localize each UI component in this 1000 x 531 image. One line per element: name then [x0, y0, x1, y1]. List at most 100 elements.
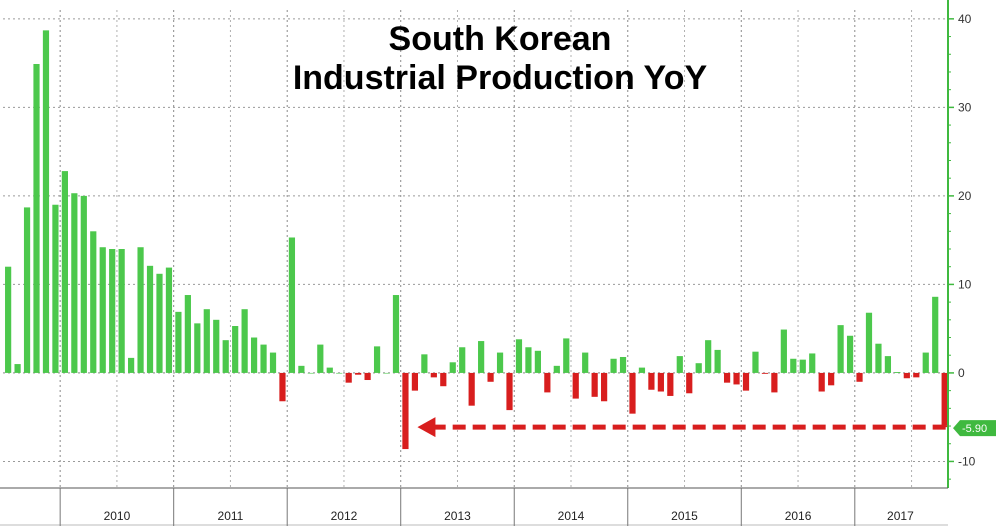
y-tick-label: 10 — [958, 277, 972, 291]
bar — [298, 365, 305, 373]
bar — [903, 372, 910, 379]
bar — [695, 363, 702, 373]
bar — [109, 249, 116, 373]
bar — [478, 341, 485, 373]
bar — [544, 372, 551, 393]
y-tick-label: 20 — [958, 189, 972, 203]
bar — [128, 357, 135, 373]
bar — [23, 207, 31, 373]
bar — [941, 372, 948, 426]
bar — [525, 347, 532, 373]
bar — [818, 372, 825, 392]
bar — [90, 231, 97, 373]
arrow-head — [417, 417, 436, 438]
bar — [184, 295, 191, 373]
bar — [676, 356, 683, 373]
bar — [392, 295, 400, 373]
bar — [591, 372, 598, 397]
bar — [307, 372, 314, 374]
gridlines — [3, 10, 946, 488]
chart-title-line-1: South Korean — [389, 20, 612, 58]
bar — [894, 372, 901, 373]
bar — [846, 335, 854, 373]
bar — [260, 344, 267, 373]
bar — [932, 296, 939, 373]
bar — [165, 267, 173, 373]
bar — [213, 319, 220, 373]
bar — [733, 372, 740, 385]
bar — [99, 247, 106, 373]
bar — [402, 372, 409, 450]
x-tick-label: 2013 — [444, 509, 471, 523]
bar — [506, 372, 513, 411]
bar — [629, 372, 636, 414]
bar — [856, 372, 863, 382]
bar — [288, 237, 296, 373]
bar — [194, 323, 201, 373]
bar — [865, 312, 873, 373]
bar — [156, 273, 163, 373]
bar — [771, 372, 778, 393]
bar — [610, 358, 617, 373]
last-value-label: -5.90 — [962, 423, 987, 435]
bar — [913, 372, 920, 378]
bar — [5, 266, 12, 373]
bar — [582, 352, 589, 373]
bar — [326, 367, 333, 373]
bar — [364, 372, 371, 381]
bar — [487, 372, 494, 382]
bar — [317, 344, 324, 373]
y-tick-label: 40 — [958, 12, 972, 26]
bars — [5, 30, 948, 450]
bar — [33, 64, 40, 373]
bar — [52, 204, 59, 373]
x-tick-label: 2012 — [331, 509, 358, 523]
bar — [222, 340, 229, 373]
bar — [714, 349, 721, 373]
bar — [373, 346, 381, 373]
bar — [799, 359, 806, 373]
bar — [601, 372, 608, 402]
bar — [203, 309, 210, 373]
bar — [875, 343, 882, 373]
bar — [383, 372, 390, 374]
bar — [355, 372, 362, 375]
bar — [572, 372, 579, 399]
x-tick-label: 2015 — [671, 509, 698, 523]
bar — [440, 372, 447, 387]
bar — [71, 193, 78, 373]
bar — [742, 372, 750, 391]
bar — [790, 358, 797, 373]
x-tick-label: 2016 — [785, 509, 812, 523]
bar — [752, 351, 759, 373]
bar — [459, 347, 466, 373]
bar — [922, 352, 929, 373]
bar — [648, 372, 655, 390]
bar — [563, 338, 570, 373]
chart-title-line-2: Industrial Production YoY — [293, 59, 708, 97]
bar — [250, 337, 258, 373]
bar — [175, 311, 182, 373]
bar — [118, 249, 125, 373]
y-tick-label: 30 — [958, 100, 972, 114]
bar — [705, 340, 712, 373]
x-tick-label: 2010 — [104, 509, 131, 523]
bar — [780, 329, 787, 373]
annotations: -5.90 — [417, 417, 996, 438]
bar — [468, 372, 475, 406]
bar — [146, 265, 154, 373]
x-tick-label: 2017 — [887, 509, 914, 523]
bar — [619, 356, 627, 373]
bar — [421, 354, 428, 373]
bar — [638, 367, 646, 373]
bar — [515, 339, 523, 373]
bar — [761, 372, 769, 374]
bar — [61, 171, 68, 373]
bar — [232, 326, 239, 373]
bar — [534, 350, 541, 373]
bar — [14, 364, 21, 373]
y-tick-label: 0 — [958, 366, 965, 380]
bar — [345, 372, 352, 383]
